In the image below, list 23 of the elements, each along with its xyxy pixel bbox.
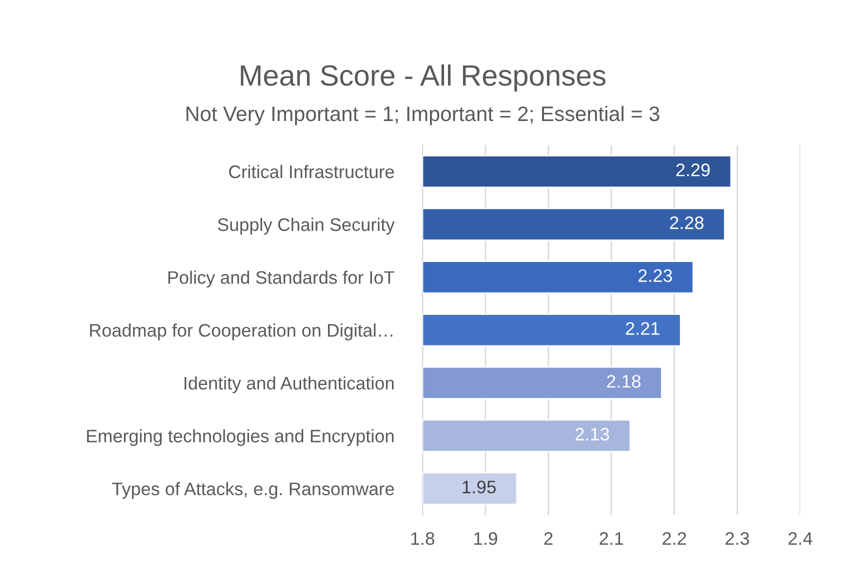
chart-title: Mean Score - All Responses	[240, 64, 606, 92]
data-label: 2.29	[676, 164, 710, 176]
x-tick-label: 1.9	[474, 532, 498, 545]
y-tick-label: Policy and Standards for IoT	[168, 270, 394, 288]
data-label: 2.28	[670, 216, 704, 230]
data-label: 2.21	[626, 322, 660, 335]
x-tick-label: 2.1	[600, 532, 624, 545]
y-tick-label: Critical Infrastructure	[229, 164, 394, 178]
y-tick-label: Identity and Authentication	[184, 376, 394, 394]
data-label: 2.18	[607, 374, 641, 388]
data-label: 2.23	[638, 269, 672, 282]
y-tick-label: Types of Attacks, e.g. Ransomware	[112, 482, 394, 499]
y-tick-label: Supply Chain Security	[218, 218, 395, 235]
x-tick-label: 2	[544, 532, 553, 545]
chart-subtitle: Not Very Important = 1; Important = 2; Essential = 3	[186, 106, 660, 126]
y-tick-label: Emerging technologies and Encryption	[87, 429, 394, 446]
y-tick-label: Roadmap for Cooperation on Digital…	[90, 323, 392, 340]
data-label: 1.95	[462, 480, 496, 494]
data-label: 2.13	[576, 428, 610, 441]
x-tick-label: 2.2	[662, 532, 686, 545]
x-tick-label: 2.3	[726, 532, 750, 545]
x-tick-label: 2.4	[788, 532, 812, 545]
x-tick-label: 1.8	[411, 532, 434, 545]
